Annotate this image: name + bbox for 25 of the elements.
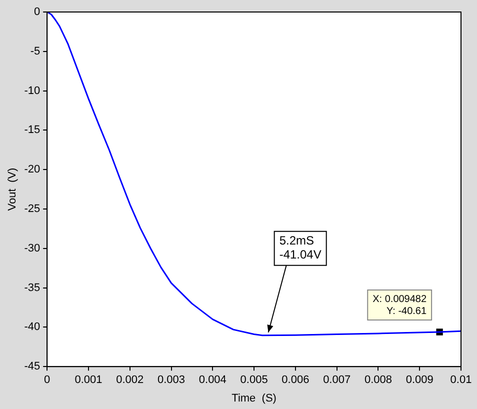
y-tick-label: 0	[34, 6, 40, 18]
annotation: X: 0.009482 Y: -40.61	[372, 294, 427, 317]
y-tick-label: -10	[24, 84, 40, 97]
x-tick-label: 0.01	[450, 374, 472, 386]
x-axis-title: Time (S)	[232, 392, 276, 404]
y-tick-label: -20	[24, 164, 40, 176]
y-tick-label: -15	[24, 124, 40, 136]
x-tick-label: 0	[44, 374, 50, 386]
y-tick-label: -5	[30, 45, 40, 58]
y-tick-label: -45	[24, 360, 40, 373]
x-tick-label: 0.009	[406, 374, 434, 386]
annotation: 5.2mS -41.04V	[279, 234, 322, 262]
y-axis-title: Vout (V)	[6, 168, 19, 211]
x-tick-label: 0.005	[240, 374, 268, 386]
y-tick-label: -35	[24, 282, 40, 294]
x-tick-label: 0.003	[158, 374, 186, 386]
x-tick-label: 0.008	[364, 374, 392, 386]
y-tick-label: -25	[24, 203, 40, 216]
x-tick-label: 0.001	[74, 374, 102, 386]
x-tick-label: 0.006	[282, 374, 310, 386]
y-tick-label: -40	[24, 321, 40, 334]
y-tick-label: -30	[24, 242, 40, 254]
x-tick-label: 0.004	[198, 374, 226, 386]
x-tick-label: 0.007	[323, 374, 351, 386]
x-tick-label: 0.002	[116, 374, 144, 386]
